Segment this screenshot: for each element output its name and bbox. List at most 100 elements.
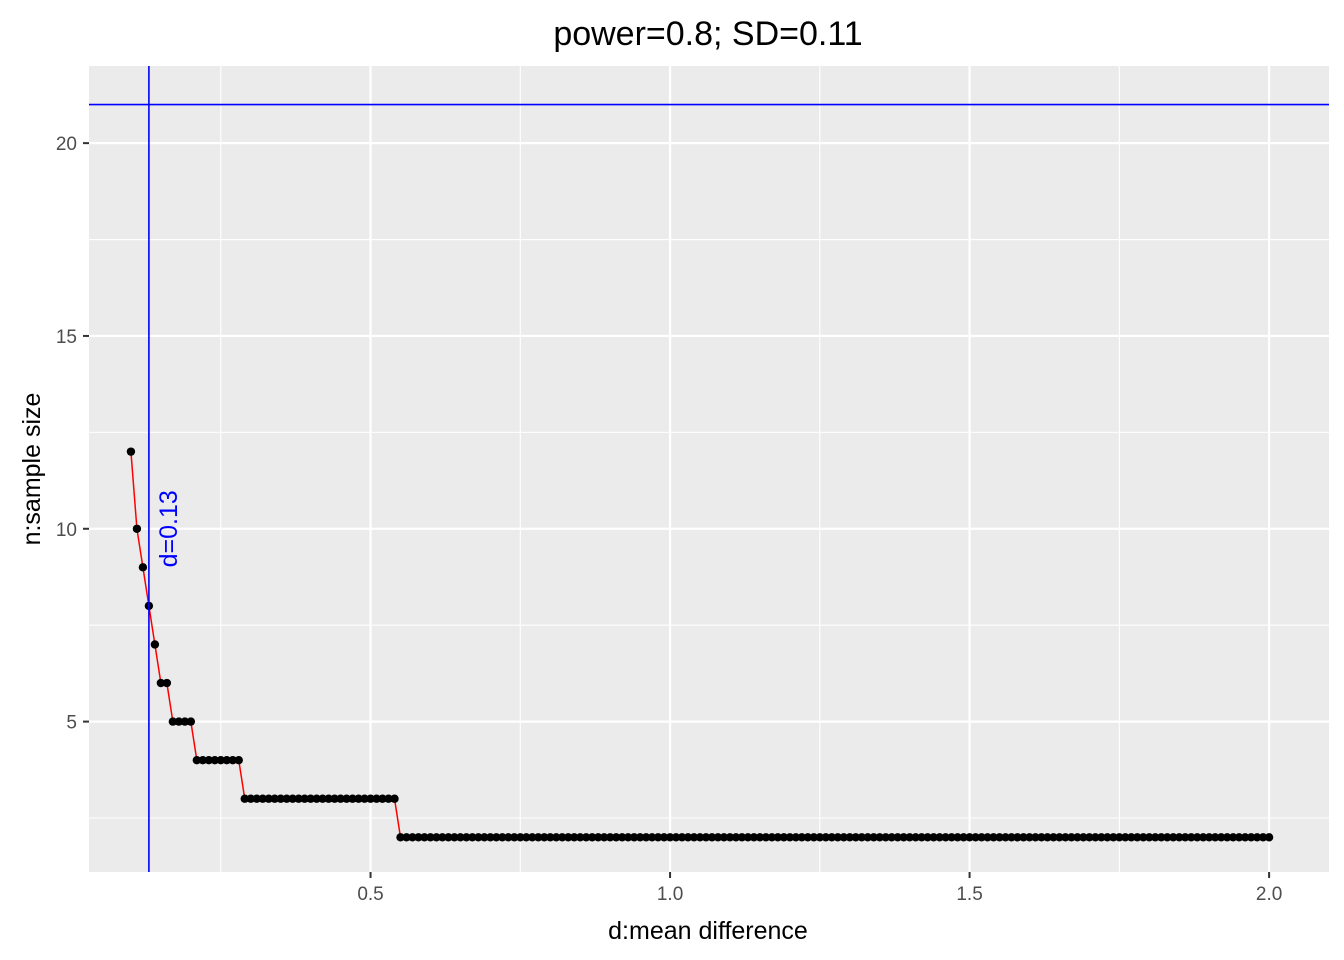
data-point <box>1121 833 1130 842</box>
data-point <box>605 833 615 842</box>
x-axis-label: d:mean difference <box>608 917 808 945</box>
data-point <box>504 833 513 842</box>
data-point <box>665 833 675 842</box>
data-point <box>659 833 669 842</box>
data-point <box>402 833 411 842</box>
x-tick-label: 1.0 <box>657 884 683 905</box>
y-tick-label: 15 <box>56 327 77 348</box>
data-point <box>1258 833 1268 842</box>
y-tick-label: 20 <box>56 134 77 155</box>
data-point <box>923 833 932 842</box>
data-point <box>1169 833 1178 842</box>
data-point <box>785 833 795 842</box>
data-point <box>1115 833 1124 842</box>
data-point <box>713 833 723 842</box>
data-point <box>1001 833 1010 842</box>
data-point <box>647 833 657 842</box>
chart-title: power=0.8; SD=0.11 <box>553 15 862 53</box>
data-point <box>965 833 974 842</box>
data-point <box>683 833 693 842</box>
data-point <box>546 833 555 842</box>
data-point <box>743 833 753 842</box>
data-point <box>258 794 267 803</box>
data-point <box>450 833 459 842</box>
data-point <box>372 794 381 803</box>
series-points <box>126 447 1274 842</box>
data-point <box>983 833 992 842</box>
data-point <box>264 794 273 803</box>
data-point <box>815 833 825 842</box>
data-point <box>773 833 783 842</box>
y-axis-label: n:sample size <box>18 393 46 546</box>
data-point <box>282 794 291 803</box>
data-point <box>348 794 357 803</box>
data-point <box>1013 833 1022 842</box>
data-point <box>707 833 717 842</box>
data-point <box>1210 833 1220 842</box>
data-point <box>474 833 483 842</box>
data-point <box>1163 833 1172 842</box>
data-point <box>749 833 759 842</box>
data-point <box>725 833 735 842</box>
data-point <box>1043 833 1052 842</box>
data-point <box>498 833 507 842</box>
data-point <box>210 755 219 765</box>
data-point <box>564 833 573 842</box>
data-point <box>1234 833 1244 842</box>
data-point <box>959 833 968 842</box>
data-point <box>300 794 309 803</box>
data-point <box>180 717 190 726</box>
data-point <box>1037 833 1046 842</box>
data-point <box>593 833 603 842</box>
data-point <box>1055 833 1064 842</box>
data-point <box>156 678 166 688</box>
data-point <box>1199 833 1208 842</box>
data-point <box>1079 833 1088 842</box>
data-point <box>462 833 471 842</box>
data-point <box>617 833 627 842</box>
data-point <box>234 755 243 765</box>
data-point <box>1061 833 1070 842</box>
data-point <box>761 833 771 842</box>
y-tick-label: 10 <box>56 520 77 541</box>
x-tick-label: 1.5 <box>956 884 982 905</box>
data-point <box>186 717 196 726</box>
data-point <box>929 833 938 842</box>
data-point <box>228 755 237 765</box>
data-point <box>126 447 136 456</box>
data-point <box>1025 833 1034 842</box>
data-point <box>306 794 315 803</box>
data-point <box>1204 833 1214 842</box>
data-point <box>336 794 345 803</box>
data-point <box>1264 833 1274 842</box>
data-point <box>324 794 333 803</box>
data-point <box>623 833 633 842</box>
data-point <box>1019 833 1028 842</box>
data-point <box>420 833 429 842</box>
data-point <box>216 755 225 765</box>
x-tick-label: 0.5 <box>357 884 383 905</box>
data-point <box>1109 833 1118 842</box>
data-point <box>480 833 489 842</box>
data-point <box>366 794 375 803</box>
data-point <box>162 678 172 688</box>
data-point <box>653 833 663 842</box>
data-point <box>396 833 405 842</box>
data-point <box>875 833 884 842</box>
data-point <box>294 794 303 803</box>
data-point <box>408 833 417 842</box>
x-tick-label: 2.0 <box>1256 884 1282 905</box>
data-point <box>522 833 531 842</box>
data-point <box>1193 833 1202 842</box>
data-point <box>1175 833 1184 842</box>
data-point <box>1181 833 1190 842</box>
data-point <box>132 524 142 533</box>
data-point <box>204 755 214 765</box>
data-point <box>809 833 819 842</box>
data-point <box>576 833 585 842</box>
data-point <box>1091 833 1100 842</box>
data-point <box>941 833 950 842</box>
data-point <box>1151 833 1160 842</box>
data-point <box>989 833 998 842</box>
data-point <box>312 794 321 803</box>
